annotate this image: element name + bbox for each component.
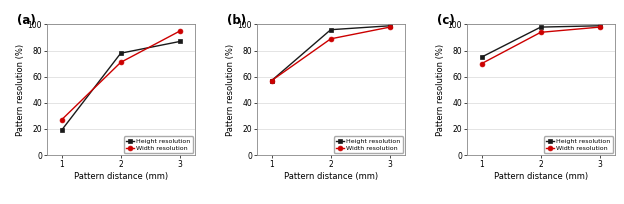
Height resolution (478, 56, 485, 58)
Line: Width resolution: Width resolution (479, 25, 602, 66)
Line: Height resolution: Height resolution (479, 23, 602, 60)
X-axis label: Pattern distance (mm): Pattern distance (mm) (284, 172, 378, 181)
Legend: Height resolution, Width resolution: Height resolution, Width resolution (124, 136, 193, 153)
Height resolution (327, 29, 334, 31)
Line: Height resolution: Height resolution (269, 23, 392, 83)
Text: (c): (c) (437, 14, 455, 27)
Height resolution (596, 24, 603, 27)
Height resolution (386, 24, 394, 27)
Width resolution (176, 30, 183, 32)
Width resolution (268, 79, 275, 82)
Width resolution (537, 31, 545, 33)
Height resolution (176, 40, 183, 43)
Text: (a): (a) (17, 14, 36, 27)
Height resolution (58, 129, 66, 131)
Line: Width resolution: Width resolution (269, 25, 392, 83)
Legend: Height resolution, Width resolution: Height resolution, Width resolution (334, 136, 402, 153)
Width resolution (58, 119, 66, 121)
X-axis label: Pattern distance (mm): Pattern distance (mm) (494, 172, 588, 181)
Height resolution (268, 79, 275, 82)
Width resolution (117, 61, 124, 64)
Y-axis label: Pattern resolution (%): Pattern resolution (%) (226, 44, 235, 136)
Y-axis label: Pattern resolution (%): Pattern resolution (%) (436, 44, 445, 136)
Line: Width resolution: Width resolution (59, 29, 182, 122)
Width resolution (386, 26, 394, 28)
Width resolution (327, 38, 334, 40)
Y-axis label: Pattern resolution (%): Pattern resolution (%) (16, 44, 25, 136)
X-axis label: Pattern distance (mm): Pattern distance (mm) (74, 172, 168, 181)
Legend: Height resolution, Width resolution: Height resolution, Width resolution (544, 136, 613, 153)
Text: (b): (b) (227, 14, 246, 27)
Line: Height resolution: Height resolution (59, 39, 182, 133)
Width resolution (596, 26, 603, 28)
Width resolution (478, 62, 485, 65)
Height resolution (117, 52, 124, 54)
Height resolution (537, 26, 545, 28)
